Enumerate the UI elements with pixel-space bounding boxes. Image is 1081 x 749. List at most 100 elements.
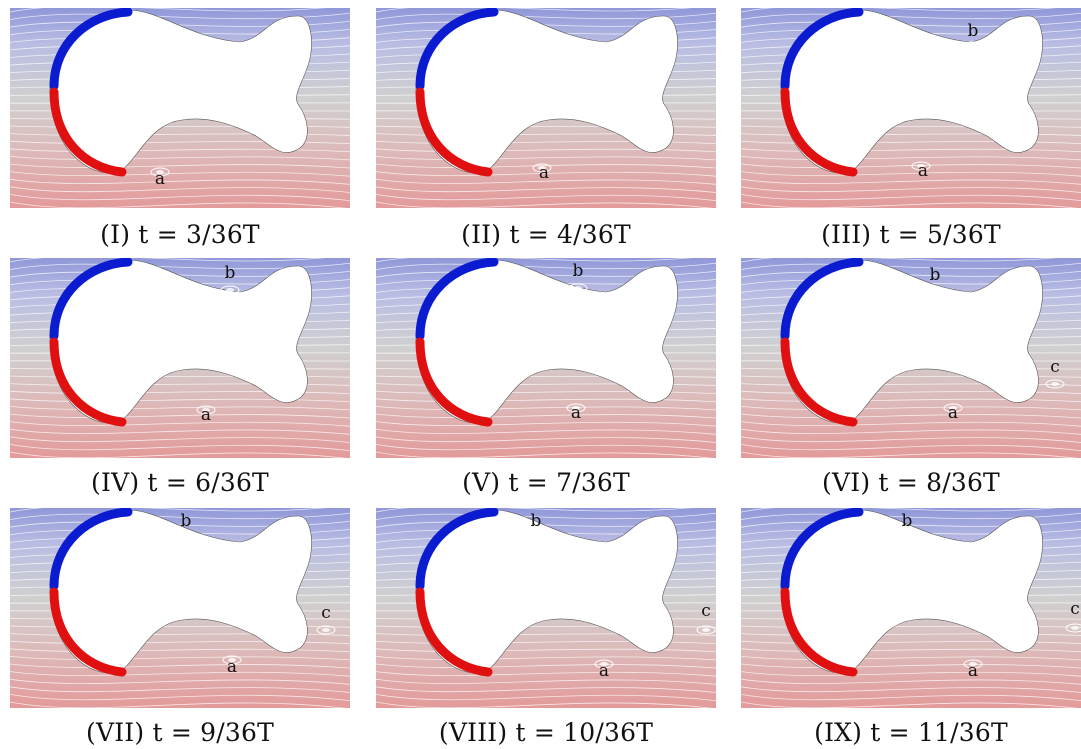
vortex-label-a: a — [201, 405, 211, 425]
lower-boundary-layer — [780, 337, 858, 427]
panel-2-image: a — [376, 8, 716, 208]
vortex-b-center — [574, 286, 582, 290]
vortex-b-center — [903, 536, 911, 540]
vortex-b-core — [526, 533, 546, 543]
vortex-a-center — [538, 166, 546, 170]
body-shape — [49, 509, 312, 674]
body-shape — [780, 259, 1043, 424]
lower-boundary-layer — [415, 87, 493, 177]
vortex-label-b: b — [573, 261, 584, 281]
body-shape — [780, 509, 1043, 674]
body-shape — [415, 259, 678, 424]
panel-7-image: a b c — [10, 508, 350, 708]
vortex-a-core — [150, 167, 170, 177]
upper-boundary-layer — [780, 8, 864, 91]
body-shape — [415, 9, 678, 174]
flow-field: a b c — [376, 508, 716, 708]
upper-boundary-layer — [49, 258, 133, 341]
vortex-label-a: a — [155, 169, 165, 189]
lower-boundary-layer — [49, 587, 127, 677]
vortex-b-core — [176, 533, 196, 543]
vortex-b-core — [963, 41, 983, 51]
body-shape — [49, 9, 312, 174]
vortex-b-center — [931, 290, 939, 294]
flow-field: a b c — [10, 508, 350, 708]
vortex-label-b: b — [181, 511, 192, 531]
vortex-c-center — [322, 628, 330, 632]
vortex-a-center — [572, 406, 580, 410]
lower-boundary-layer — [780, 87, 858, 177]
vortex-a-center — [156, 170, 164, 174]
vortex-label-c: c — [1070, 599, 1080, 619]
flow-field: a — [376, 8, 716, 208]
upper-boundary-layer — [415, 8, 499, 91]
vortex-label-c: c — [1050, 357, 1060, 377]
panel-4-caption: (IV) t = 6/36T — [91, 468, 269, 497]
flow-field: ab — [741, 8, 1081, 208]
panel-3-caption: (III) t = 5/36T — [821, 220, 1001, 249]
flow-field: a b c — [741, 258, 1081, 458]
vortex-a-center — [202, 408, 210, 412]
flow-field: a — [10, 8, 350, 208]
vortex-label-a: a — [948, 403, 958, 423]
upper-boundary-layer — [415, 508, 499, 591]
vortex-c-core — [316, 625, 336, 635]
body-shape — [49, 259, 312, 424]
vortex-label-a: a — [968, 661, 978, 681]
vortex-b-core — [897, 533, 917, 543]
panel-8-image: a b c — [376, 508, 716, 708]
vortex-a-core — [594, 659, 614, 669]
vortex-label-a: a — [539, 163, 549, 183]
flow-field: ab — [376, 258, 716, 458]
panel-1-caption: (I) t = 3/36T — [100, 220, 260, 249]
vortex-label-a: a — [599, 661, 609, 681]
upper-boundary-layer — [415, 258, 499, 341]
vortex-c-center — [702, 628, 710, 632]
panel-9-image: a b c — [741, 508, 1081, 708]
upper-boundary-layer — [49, 508, 133, 591]
vortex-label-c: c — [701, 601, 711, 621]
vortex-label-b: b — [225, 263, 236, 283]
flow-field: ab — [10, 258, 350, 458]
vortex-b-core — [220, 285, 240, 295]
lower-boundary-layer — [49, 87, 127, 177]
panel-8-caption: (VIII) t = 10/36T — [438, 718, 654, 747]
vortex-a-core — [943, 403, 963, 413]
vortex-label-c: c — [321, 603, 331, 623]
vortex-b-core — [925, 287, 945, 297]
vortex-b-center — [226, 288, 234, 292]
vortex-c-core — [696, 625, 716, 635]
panel-1-image: a — [10, 8, 350, 208]
vortex-a-center — [917, 164, 925, 168]
vortex-a-core — [196, 405, 216, 415]
body-shape — [780, 9, 1043, 174]
vortex-label-a: a — [571, 403, 581, 423]
lower-boundary-layer — [49, 337, 127, 427]
vortex-label-a: a — [227, 657, 237, 677]
vortex-c-center — [1071, 626, 1079, 630]
vortex-b-center — [182, 536, 190, 540]
vortex-label-a: a — [918, 161, 928, 181]
vortex-label-b: b — [930, 265, 941, 285]
upper-boundary-layer — [780, 508, 864, 591]
vortex-b-center — [969, 44, 977, 48]
vortex-a-core — [532, 163, 552, 173]
vortex-a-core — [566, 403, 586, 413]
upper-boundary-layer — [49, 8, 133, 91]
vortex-label-b: b — [968, 21, 979, 41]
lower-boundary-layer — [415, 587, 493, 677]
lower-boundary-layer — [780, 587, 858, 677]
vortex-b-center — [532, 536, 540, 540]
vortex-a-core — [222, 655, 242, 665]
upper-boundary-layer — [780, 258, 864, 341]
body-shape — [415, 509, 678, 674]
vortex-label-b: b — [531, 511, 542, 531]
vortex-a-center — [228, 658, 236, 662]
panel-9-caption: (IX) t = 11/36T — [814, 718, 1008, 747]
vortex-b-core — [568, 283, 588, 293]
flow-field: a b c — [741, 508, 1081, 708]
